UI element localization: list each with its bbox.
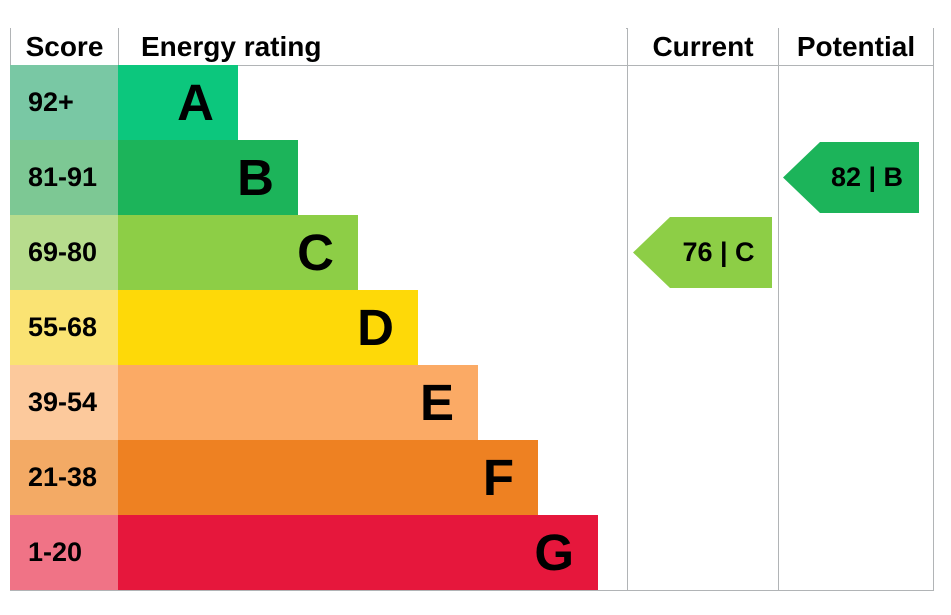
band-bar-b: B — [118, 140, 298, 215]
band-bar-c: C — [118, 215, 358, 290]
table-bottom-border — [10, 590, 934, 591]
potential-column-header: Potential — [779, 28, 933, 65]
band-bar-a: A — [118, 65, 238, 140]
score-column-header: Score — [11, 28, 118, 65]
score-range-d: 55-68 — [10, 290, 118, 365]
band-bar-f: F — [118, 440, 538, 515]
table-right-border — [933, 28, 934, 591]
band-bar-e: E — [118, 365, 478, 440]
band-letter-g: G — [534, 524, 574, 581]
score-range-f: 21-38 — [10, 440, 118, 515]
current-column-header: Current — [628, 28, 778, 65]
potential-rating-arrow: 82 | B — [783, 142, 919, 213]
current-rating-label: 76 | C — [682, 237, 755, 267]
score-range-g: 1-20 — [10, 515, 118, 590]
band-bar-d: D — [118, 290, 418, 365]
band-bar-g: G — [118, 515, 598, 590]
current-rating-arrow: 76 | C — [633, 217, 772, 288]
band-letter-c: C — [297, 224, 334, 281]
score-range-c: 69-80 — [10, 215, 118, 290]
band-letter-b: B — [237, 149, 274, 206]
score-header-divider — [118, 28, 119, 65]
band-letter-d: D — [357, 299, 394, 356]
header-bottom-border — [10, 65, 934, 66]
band-letter-a: A — [177, 74, 214, 131]
score-range-b: 81-91 — [10, 140, 118, 215]
band-letter-e: E — [419, 374, 454, 431]
current-column-divider — [627, 28, 628, 591]
score-range-a: 92+ — [10, 65, 118, 140]
energy-rating-column-header: Energy rating — [119, 28, 626, 65]
potential-column-divider — [778, 28, 779, 591]
score-range-e: 39-54 — [10, 365, 118, 440]
potential-rating-label: 82 | B — [830, 162, 904, 192]
band-letter-f: F — [482, 449, 514, 506]
